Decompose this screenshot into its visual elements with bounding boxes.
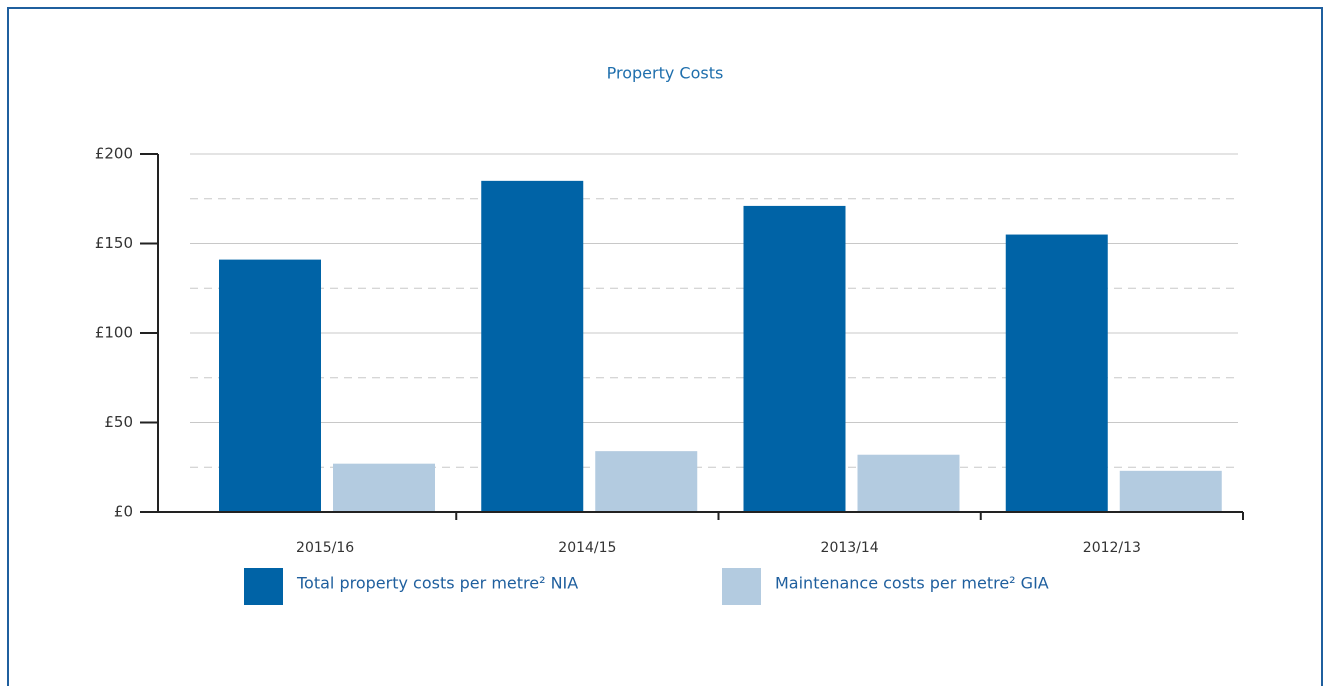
legend-label: Maintenance costs per metre² GIA <box>775 574 1049 593</box>
y-tick-label: £150 <box>95 234 133 252</box>
y-tick-label: £200 <box>95 145 133 163</box>
legend-swatch <box>722 568 761 605</box>
x-tick-label: 2012/13 <box>1083 540 1141 556</box>
bar <box>595 451 698 512</box>
bar <box>857 454 960 512</box>
bar <box>481 180 584 512</box>
y-tick-label: £0 <box>114 503 133 521</box>
bar <box>1119 470 1222 512</box>
legend-swatch <box>244 568 283 605</box>
bar <box>743 205 846 512</box>
y-tick-label: £100 <box>95 324 133 342</box>
legend-label: Total property costs per metre² NIA <box>296 574 578 593</box>
x-tick-label: 2015/16 <box>296 540 354 556</box>
x-tick-label: 2014/15 <box>558 540 616 556</box>
chart-title: Property Costs <box>607 64 724 83</box>
y-tick-label: £50 <box>104 413 133 431</box>
bar <box>219 259 321 512</box>
frame <box>7 7 1323 686</box>
x-tick-label: 2013/14 <box>821 540 879 556</box>
bar <box>1005 234 1108 513</box>
bar <box>333 463 435 512</box>
